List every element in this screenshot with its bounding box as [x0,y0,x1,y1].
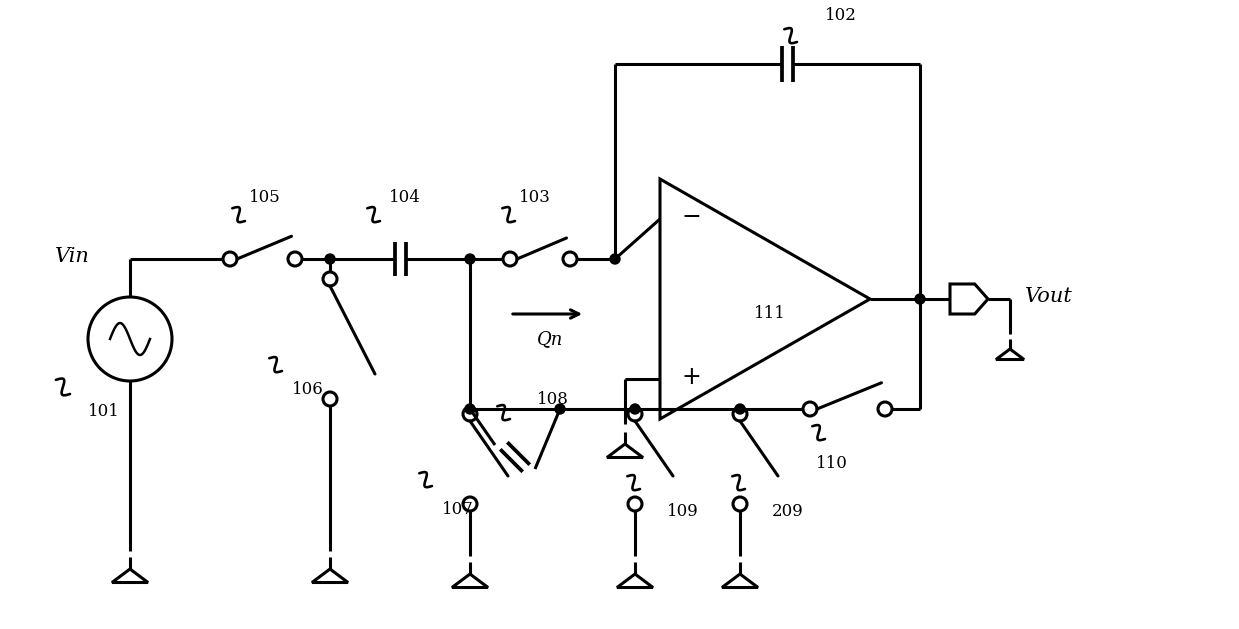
Text: −: − [681,205,701,229]
Text: 105: 105 [249,189,281,206]
Text: 104: 104 [389,189,421,206]
Text: Vin: Vin [55,247,90,267]
Text: 103: 103 [519,189,551,206]
Text: +: + [681,365,701,389]
Circle shape [325,254,335,264]
Text: 101: 101 [88,403,120,420]
Text: 109: 109 [667,503,699,521]
Text: Vout: Vout [1025,287,1073,306]
Circle shape [735,404,745,414]
Text: Qn: Qn [536,330,564,348]
Circle shape [555,404,565,414]
Circle shape [610,254,620,264]
Text: 107: 107 [442,501,473,518]
Circle shape [914,294,926,304]
Text: 111: 111 [755,306,786,323]
Text: 108: 108 [536,391,569,408]
Text: 102: 102 [825,8,857,25]
Circle shape [465,254,475,264]
Circle shape [465,404,475,414]
Circle shape [629,404,641,414]
Text: 110: 110 [817,455,847,472]
Text: 106: 106 [292,381,323,398]
Text: 209: 209 [772,503,804,521]
